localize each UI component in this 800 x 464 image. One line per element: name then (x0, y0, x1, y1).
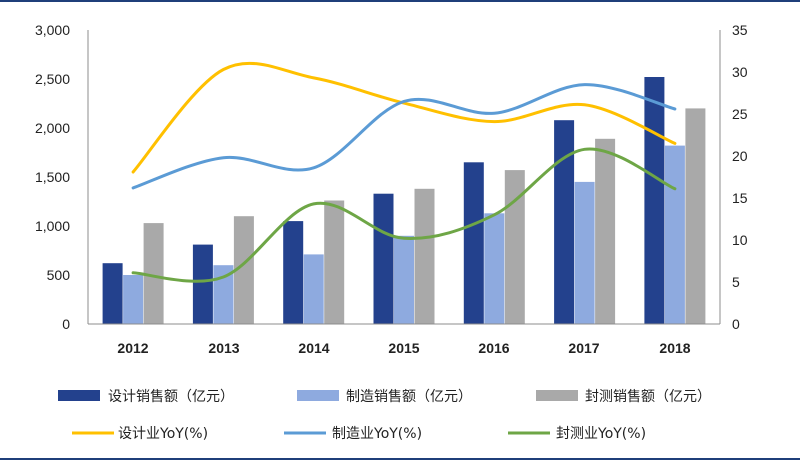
legend-item-manufacture-yoy: 制造业YoY(%) (284, 426, 422, 442)
right-tick-label: 15 (732, 190, 748, 206)
manufacture-sales-bar (664, 145, 685, 324)
left-tick-label: 1,000 (35, 218, 70, 234)
x-tick-label: 2012 (117, 340, 148, 356)
legend-label: 制造业YoY(%) (332, 426, 422, 442)
design-yoy-line (131, 61, 677, 174)
lines-layer (131, 61, 677, 283)
legend-label: 设计业YoY(%) (118, 426, 208, 442)
packaging-sales-bar (233, 216, 254, 324)
design-sales-bar (554, 120, 575, 324)
left-tick-label: 1,500 (35, 169, 70, 185)
packaging-sales-bar (685, 108, 706, 325)
left-tick-label: 3,000 (35, 22, 70, 38)
right-tick-label: 20 (732, 148, 748, 164)
legend-item-packaging-sales: 封测销售额（亿元） (536, 389, 711, 405)
legend-label: 制造销售额（亿元） (346, 389, 472, 405)
legend-item-design-sales: 设计销售额（亿元） (58, 389, 234, 405)
legend-item-packaging-yoy: 封测业YoY(%) (508, 426, 646, 442)
x-tick-label: 2017 (568, 340, 599, 356)
packaging-sales-bar (324, 200, 345, 324)
legend-swatch-manufacture-bar (297, 390, 339, 401)
right-tick-label: 35 (732, 22, 748, 38)
left-y-axis: 0 500 1,000 1,500 2,000 2,500 3,000 (35, 22, 70, 332)
left-tick-label: 2,000 (35, 120, 70, 136)
legend-item-manufacture-sales: 制造销售额（亿元） (297, 389, 472, 405)
right-tick-label: 30 (732, 64, 748, 80)
right-tick-label: 0 (732, 316, 740, 332)
design-sales-bar (373, 193, 394, 324)
legend: 设计销售额（亿元） 制造销售额（亿元） 封测销售额（亿元） 设计业YoY(%) … (58, 389, 711, 442)
legend-label: 设计销售额（亿元） (108, 389, 234, 405)
legend-swatch-packaging-bar (536, 390, 578, 401)
legend-label: 封测业YoY(%) (556, 426, 646, 442)
design-sales-bar (283, 221, 304, 324)
manufacture-sales-bar (303, 254, 324, 324)
design-sales-bar (192, 244, 213, 324)
manufacture-sales-bar (394, 235, 414, 324)
packaging-yoy-line (131, 147, 677, 283)
design-sales-bar (644, 77, 665, 324)
design-sales-bar (463, 162, 484, 324)
design-sales-bar (102, 263, 123, 324)
packaging-sales-bar (414, 188, 435, 324)
legend-label: 封测销售额（亿元） (585, 389, 711, 405)
manufacture-yoy-line (131, 83, 677, 190)
manufacture-sales-bar (123, 275, 144, 324)
x-tick-label: 2018 (659, 340, 690, 356)
x-tick-label: 2016 (478, 340, 509, 356)
left-tick-label: 0 (62, 316, 70, 332)
right-tick-label: 5 (732, 274, 740, 290)
x-tick-label: 2013 (208, 340, 239, 356)
right-tick-label: 25 (732, 106, 748, 122)
x-tick-label: 2014 (298, 340, 329, 356)
right-tick-label: 10 (732, 232, 748, 248)
bars-layer (102, 77, 706, 325)
manufacture-sales-bar (484, 213, 505, 324)
x-axis: 2012 2013 2014 2015 2016 2017 2018 (117, 340, 690, 356)
x-tick-label: 2015 (388, 340, 419, 356)
left-tick-label: 500 (47, 267, 71, 283)
packaging-sales-bar (595, 138, 616, 324)
packaging-sales-bar (143, 223, 164, 324)
plot-area (87, 30, 721, 325)
left-tick-label: 2,500 (35, 71, 70, 87)
right-y-axis: 0 5 10 15 20 25 30 35 (732, 22, 748, 332)
manufacture-sales-bar (574, 181, 595, 324)
legend-swatch-design-bar (58, 390, 100, 401)
legend-item-design-yoy: 设计业YoY(%) (72, 426, 208, 442)
packaging-sales-bar (504, 170, 525, 324)
